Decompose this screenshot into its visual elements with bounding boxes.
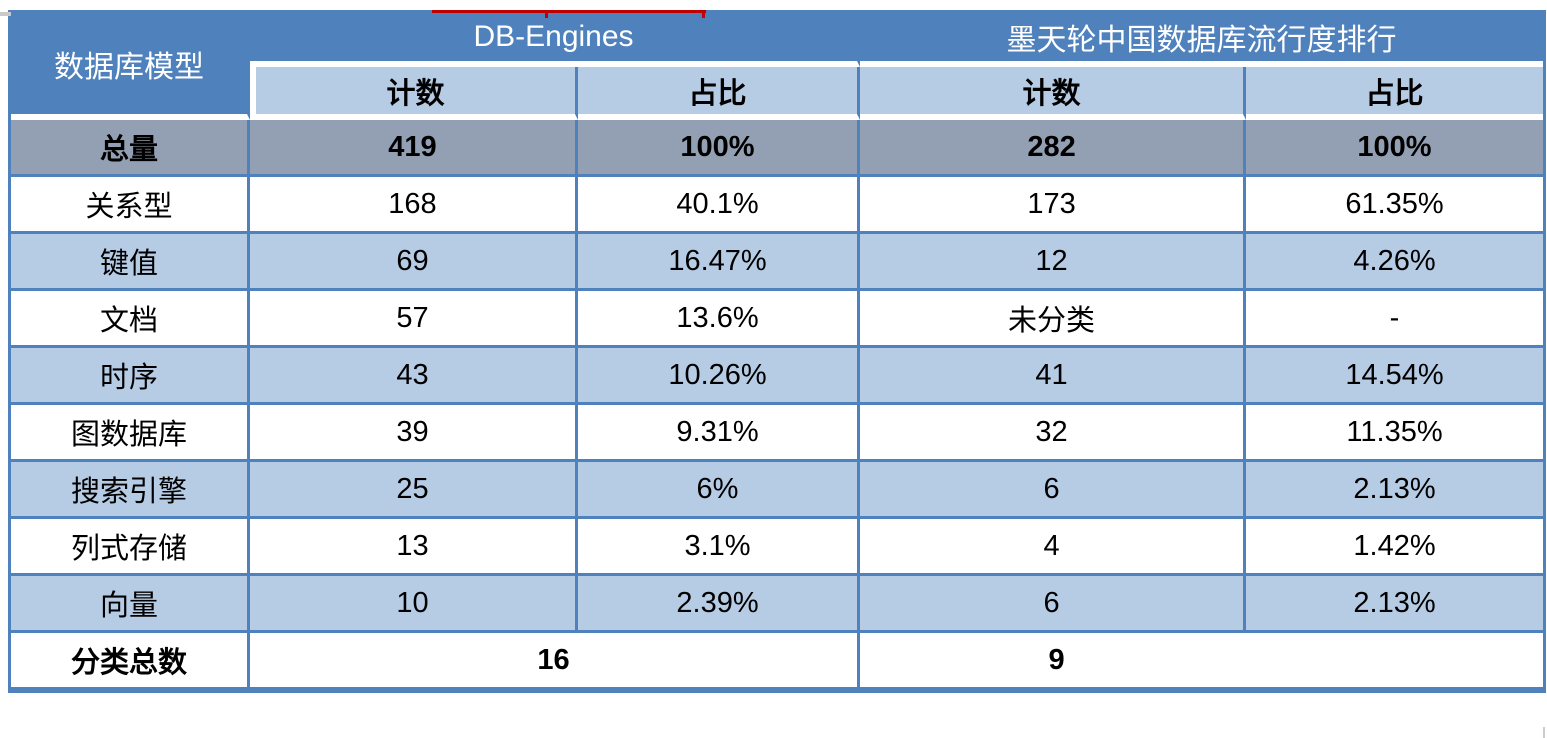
- footer-row-category-totals: 分类总数 16 9: [11, 633, 1544, 690]
- row-label-cell: 向量: [11, 576, 250, 633]
- value-cell: 4.26%: [1246, 234, 1544, 291]
- footer-label-cell: 分类总数: [11, 633, 250, 690]
- value-cell: 61.35%: [1246, 177, 1544, 234]
- value-cell: 16.47%: [578, 234, 861, 291]
- value-cell: 419: [250, 120, 578, 177]
- crop-artifact-red-tick: [545, 10, 548, 18]
- value-cell: 9.31%: [578, 405, 861, 462]
- crop-artifact-red-tick: [702, 10, 705, 18]
- row-label-cell: 图数据库: [11, 405, 250, 462]
- value-cell: 1.42%: [1246, 519, 1544, 576]
- table-row: 搜索引擎 25 6% 6 2.13%: [11, 462, 1544, 519]
- value-cell: 2.39%: [578, 576, 861, 633]
- sub-header-row: 计数 占比 计数 占比: [11, 67, 1544, 120]
- value-cell: 69: [250, 234, 578, 291]
- value-cell: 43: [250, 348, 578, 405]
- value-cell: 13.6%: [578, 291, 861, 348]
- col-header-dbengines-share: 占比: [578, 67, 861, 120]
- row-label-cell: 时序: [11, 348, 250, 405]
- value-cell: 39: [250, 405, 578, 462]
- footer-value-modb-categories: 9: [860, 633, 1544, 690]
- table-row: 图数据库 39 9.31% 32 11.35%: [11, 405, 1544, 462]
- row-label-cell: 关系型: [11, 177, 250, 234]
- value-cell: 168: [250, 177, 578, 234]
- value-cell: 100%: [578, 120, 861, 177]
- table-row: 向量 10 2.39% 6 2.13%: [11, 576, 1544, 633]
- value-cell: 3.1%: [578, 519, 861, 576]
- crop-artifact-red-underline: [432, 10, 706, 13]
- row-label-cell: 文档: [11, 291, 250, 348]
- value-cell: 12: [860, 234, 1247, 291]
- value-cell: 41: [860, 348, 1247, 405]
- group-header-modb-ranking: 墨天轮中国数据库流行度排行: [860, 13, 1544, 67]
- row-label-cell: 搜索引擎: [11, 462, 250, 519]
- value-cell: 13: [250, 519, 578, 576]
- table-row: 文档 57 13.6% 未分类 -: [11, 291, 1544, 348]
- row-label-cell: 总量: [11, 120, 250, 177]
- value-cell: 4: [860, 519, 1247, 576]
- value-cell: 2.13%: [1246, 462, 1544, 519]
- value-cell: 32: [860, 405, 1247, 462]
- table-row: 时序 43 10.26% 41 14.54%: [11, 348, 1544, 405]
- table-row: 列式存储 13 3.1% 4 1.42%: [11, 519, 1544, 576]
- value-cell: 10.26%: [578, 348, 861, 405]
- value-cell: 100%: [1246, 120, 1544, 177]
- value-cell: 6%: [578, 462, 861, 519]
- footer-value-modb-categories-text: 9: [1048, 643, 1065, 676]
- table-row: 总量 419 100% 282 100%: [11, 120, 1544, 177]
- table-row: 关系型 168 40.1% 173 61.35%: [11, 177, 1544, 234]
- value-cell: 2.13%: [1246, 576, 1544, 633]
- database-model-comparison-table: 数据库模型 DB-Engines 墨天轮中国数据库流行度排行 计数 占比 计数 …: [8, 10, 1547, 693]
- value-cell: 10: [250, 576, 578, 633]
- value-cell: 40.1%: [578, 177, 861, 234]
- table-body: 总量 419 100% 282 100% 关系型 168 40.1% 173 61.35% 键值 69…: [11, 120, 1544, 633]
- row-label-cell: 键值: [11, 234, 250, 291]
- value-cell: 173: [860, 177, 1247, 234]
- value-cell: 11.35%: [1246, 405, 1544, 462]
- value-cell: 6: [860, 462, 1247, 519]
- col-header-dbengines-count: 计数: [250, 67, 578, 120]
- value-cell: 57: [250, 291, 578, 348]
- value-cell: 未分类: [860, 291, 1247, 348]
- group-header-db-engines: DB-Engines: [250, 13, 861, 67]
- col-header-modb-share: 占比: [1246, 67, 1544, 120]
- row-label-cell: 列式存储: [11, 519, 250, 576]
- value-cell: 25: [250, 462, 578, 519]
- group-header-row: 数据库模型 DB-Engines 墨天轮中国数据库流行度排行: [11, 13, 1544, 120]
- value-cell: -: [1246, 291, 1544, 348]
- footer-value-dbengines-categories: 16: [250, 633, 861, 690]
- value-cell: 282: [860, 120, 1247, 177]
- crop-artifact-right-fragment: [1543, 727, 1545, 738]
- value-cell: 14.54%: [1246, 348, 1544, 405]
- corner-header-database-model: 数据库模型: [11, 13, 250, 120]
- table-row: 键值 69 16.47% 12 4.26%: [11, 234, 1544, 291]
- value-cell: 6: [860, 576, 1247, 633]
- crop-artifact-corner-mark: [0, 12, 11, 16]
- col-header-modb-count: 计数: [860, 67, 1247, 120]
